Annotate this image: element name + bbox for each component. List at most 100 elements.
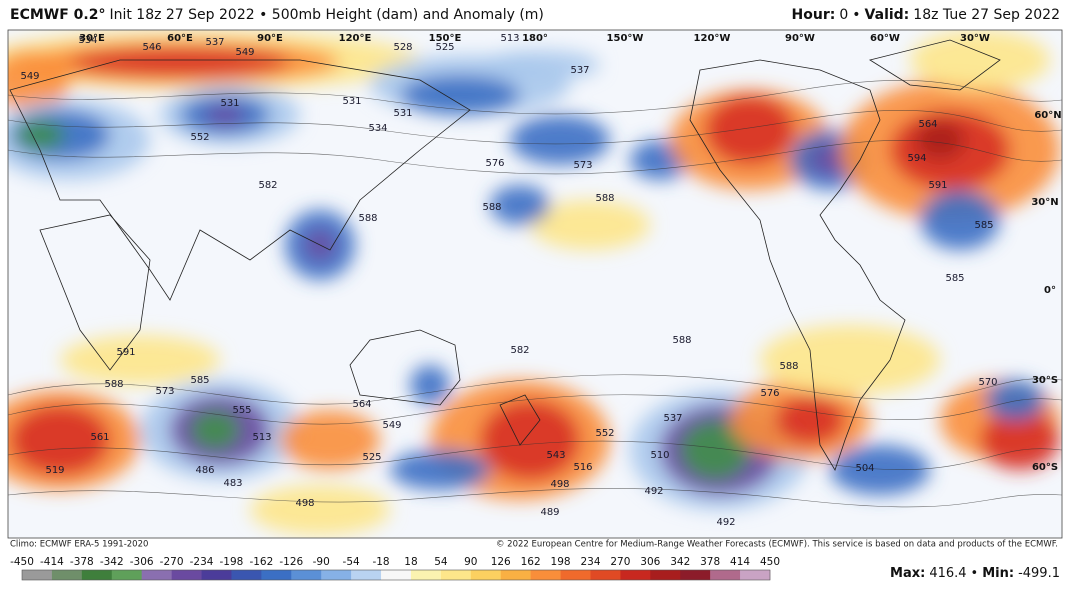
contour-label: 549 xyxy=(20,71,39,82)
anomaly-blob xyxy=(205,105,245,125)
contour-label: 585 xyxy=(974,220,993,231)
contour-label: 534 xyxy=(368,123,387,134)
contour-label: 552 xyxy=(595,428,614,439)
contour-label: 591 xyxy=(928,180,947,191)
anomaly-blob xyxy=(400,75,520,115)
colorbar-swatch xyxy=(51,570,83,580)
colorbar-tick-label: 126 xyxy=(491,556,511,568)
anomaly-blob xyxy=(775,395,845,445)
graticule-label: 180° xyxy=(522,33,548,44)
copyright: © 2022 European Centre for Medium-Range … xyxy=(496,540,1058,550)
contour-label: 561 xyxy=(90,432,109,443)
map: 534 546 537 549 528 525 513 537 549 531 531 534 531 5… xyxy=(8,30,1062,538)
contour-label: 537 xyxy=(570,65,589,76)
colorbar-tick-label: 90 xyxy=(464,556,477,568)
contour-label: 555 xyxy=(232,405,251,416)
contour-label: 489 xyxy=(540,507,559,518)
contour-label: 546 xyxy=(142,42,161,53)
colorbar-swatch xyxy=(261,570,292,580)
contour-label: 585 xyxy=(945,273,964,284)
valid-label: Valid: xyxy=(865,7,910,23)
graticule-label: 150°W xyxy=(607,33,644,44)
colorbar-swatch xyxy=(650,570,681,580)
colorbar-tick-label: -342 xyxy=(100,556,124,568)
graticule-label: 120°W xyxy=(694,33,731,44)
height-contours xyxy=(8,80,1062,508)
colorbar-tick-label: 54 xyxy=(434,556,448,568)
contour-label: 549 xyxy=(235,47,254,58)
colorbar: -450 -414 -378 -342 -306 -270 -234 -198 -162 -126… xyxy=(10,556,780,581)
colorbar-swatch xyxy=(201,570,232,580)
contour-label: 549 xyxy=(382,420,401,431)
graticule-label: 60°N xyxy=(1034,110,1061,121)
max-value: 416.4 xyxy=(929,566,966,581)
anomaly-blob xyxy=(10,405,110,475)
anomaly-blob xyxy=(980,410,1060,470)
anomaly-blob xyxy=(760,325,940,395)
colorbar-swatch xyxy=(680,570,711,580)
contour-label: 513 xyxy=(252,432,271,443)
graticule-label: 120°E xyxy=(339,33,372,44)
anomaly-blob xyxy=(920,190,1000,250)
anomaly-blob xyxy=(190,410,240,450)
graticule-label: 90°W xyxy=(785,33,815,44)
colorbar-swatch xyxy=(530,570,561,580)
colorbar-tick-label: -18 xyxy=(372,556,389,568)
colorbar-swatch xyxy=(321,570,352,580)
valid-value: 18z Tue 27 Sep 2022 xyxy=(913,7,1060,23)
contour-label: 492 xyxy=(716,517,735,528)
graticule-label: 30°W xyxy=(960,33,990,44)
graticule-labels: 30°E 60°E 90°E 120°E 150°E 180° 150°W 120°W 90°W… xyxy=(79,33,1062,473)
anomaly-blob xyxy=(510,115,610,165)
anomaly-blob xyxy=(810,145,850,175)
contour-label: 531 xyxy=(393,108,412,119)
contour-label: 498 xyxy=(550,479,569,490)
header-description: Init 18z 27 Sep 2022 • 500mb Height (dam… xyxy=(109,7,543,23)
colorbar-swatch xyxy=(440,570,472,580)
anomaly-blob xyxy=(705,95,795,165)
contour-label: 588 xyxy=(104,379,123,390)
colorbar-tick-label: -306 xyxy=(130,556,154,568)
anomaly-blob xyxy=(70,47,290,77)
colorbar-tick-label: -270 xyxy=(160,556,184,568)
model-name: ECMWF 0.2° xyxy=(10,7,105,23)
contour-label: 588 xyxy=(672,335,691,346)
contour-label: 588 xyxy=(358,213,377,224)
colorbar-swatch xyxy=(590,570,621,580)
anomaly-blob xyxy=(490,185,550,225)
colorbar-swatch xyxy=(740,570,771,580)
colorbar-swatch xyxy=(22,570,53,580)
anomaly-blob xyxy=(830,445,930,495)
contour-label: 588 xyxy=(779,361,798,372)
anomaly-blob xyxy=(60,335,220,385)
anomaly-blob xyxy=(280,410,380,470)
hour-value: 0 xyxy=(839,7,848,23)
contour-label: 552 xyxy=(190,132,209,143)
colorbar-swatch xyxy=(141,570,172,580)
max-min: Max: 416.4 • Min: -499.1 xyxy=(890,566,1060,581)
contour-labels: 534 546 537 549 528 525 513 537 549 531 531 534 531 5… xyxy=(20,33,997,528)
colorbar-tick-label: 450 xyxy=(760,556,780,568)
contour-label: 516 xyxy=(573,462,592,473)
contour-label: 498 xyxy=(295,498,314,509)
max-label: Max: xyxy=(890,566,925,581)
contour-label: 513 xyxy=(500,33,519,44)
contour-label: 573 xyxy=(573,160,592,171)
graticule-label: 30°S xyxy=(1032,375,1058,386)
map-frame xyxy=(7,29,1063,539)
contour-label: 510 xyxy=(650,450,669,461)
colorbar-tick-label: 162 xyxy=(521,556,541,568)
colorbar-swatch xyxy=(291,570,322,580)
contour-label: 564 xyxy=(918,119,937,130)
colorbar-tick-label: -414 xyxy=(40,556,64,568)
contour-label: 576 xyxy=(760,388,779,399)
anomaly-blob xyxy=(410,365,450,405)
anomaly-blob xyxy=(250,485,390,535)
contour-label: 486 xyxy=(195,465,214,476)
colorbar-tick-label: -54 xyxy=(343,556,360,568)
colorbar-swatch xyxy=(410,570,442,580)
contour-label: 519 xyxy=(45,465,64,476)
anomaly-blob xyxy=(910,30,1050,90)
colorbar-swatch xyxy=(470,570,502,580)
colorbar-swatch xyxy=(710,570,741,580)
